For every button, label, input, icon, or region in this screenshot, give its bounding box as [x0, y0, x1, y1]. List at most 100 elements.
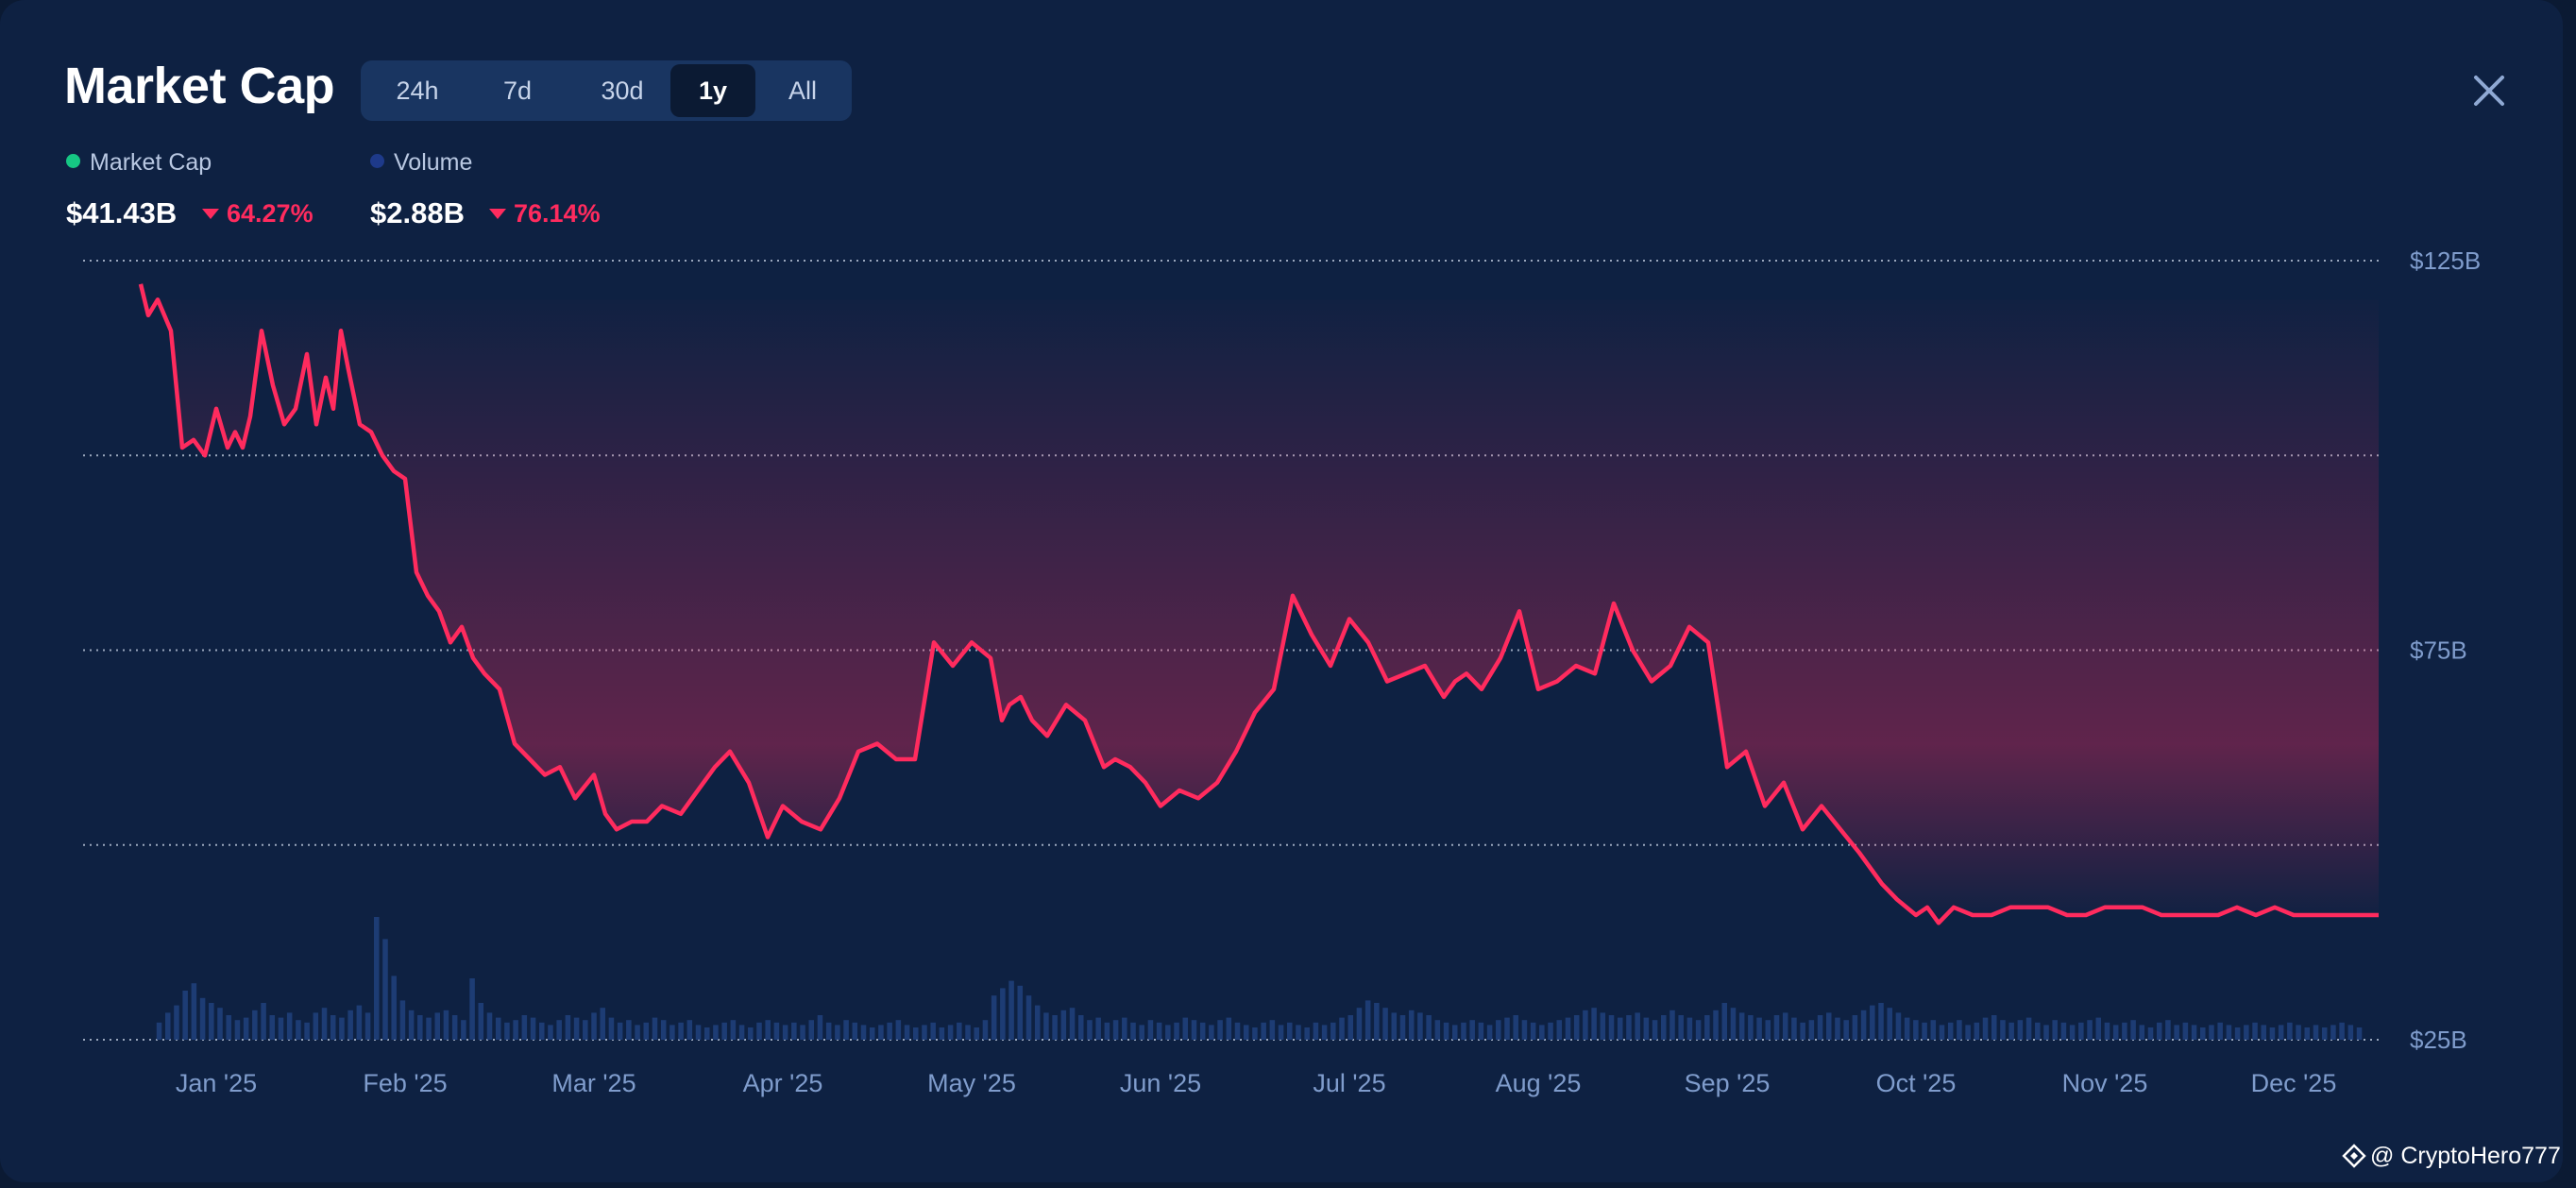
volume-bar	[869, 1027, 875, 1040]
close-icon[interactable]	[2470, 72, 2508, 110]
volume-bar	[1451, 1025, 1458, 1040]
volume-bar	[1930, 1020, 1937, 1040]
volume-bar	[469, 978, 475, 1040]
x-tick-label: Sep '25	[1685, 1069, 1771, 1097]
volume-bar	[930, 1022, 936, 1040]
volume-bar	[669, 1025, 675, 1040]
volume-bar	[991, 995, 997, 1040]
market-cap-area	[141, 283, 2379, 924]
volume-bar	[1904, 1017, 1910, 1040]
volume-value: $2.88B	[370, 196, 465, 229]
volume-bar	[1583, 1010, 1588, 1040]
volume-bar	[756, 1022, 762, 1040]
volume-bar	[1686, 1017, 1693, 1040]
tab-all[interactable]: All	[788, 76, 817, 105]
volume-bar	[548, 1025, 553, 1040]
tab-30d[interactable]: 30d	[601, 76, 644, 105]
volume-bar	[1296, 1025, 1301, 1040]
volume-bar	[261, 1003, 266, 1040]
volume-bar	[2078, 1022, 2084, 1040]
legend-volume[interactable]: Volume	[370, 149, 472, 177]
volume-bar	[765, 1020, 771, 1040]
y-tick-label: $25B	[2410, 1026, 2467, 1054]
market-cap-dot-icon	[66, 154, 80, 168]
volume-bar	[974, 1027, 979, 1040]
volume-bar	[643, 1022, 650, 1040]
volume-bar	[2069, 1025, 2076, 1040]
volume-bar	[1913, 1020, 1919, 1040]
x-tick-label: Nov '25	[2062, 1069, 2148, 1097]
volume-bar	[1052, 1015, 1058, 1040]
volume-bar	[895, 1020, 902, 1040]
page-title: Market Cap	[64, 58, 335, 114]
volume-bar	[1860, 1010, 1867, 1040]
volume-bar	[330, 1015, 336, 1040]
watermark-handle: @ CryptoHero777	[2370, 1143, 2561, 1169]
legend-market-cap[interactable]: Market Cap	[66, 149, 212, 177]
volume-bar	[513, 1020, 518, 1040]
volume-bar	[1556, 1020, 1563, 1040]
volume-bar	[321, 1008, 328, 1040]
volume-bar	[1191, 1020, 1197, 1040]
volume-bar	[1756, 1017, 1762, 1040]
market-cap-value: $41.43B	[66, 196, 178, 229]
tab-7d[interactable]: 7d	[502, 76, 533, 105]
volume-bar	[1017, 985, 1024, 1040]
volume-bar	[1748, 1015, 1754, 1040]
x-tick-label: May '25	[927, 1069, 1016, 1097]
volume-bar	[1678, 1015, 1684, 1040]
volume-bar	[703, 1027, 710, 1040]
volume-bar	[1782, 1012, 1788, 1040]
x-tick-label: Feb '25	[363, 1069, 447, 1097]
tab-24h[interactable]: 24h	[396, 76, 439, 105]
volume-bar	[1330, 1022, 1336, 1040]
tab-1y[interactable]: 1y	[670, 64, 755, 117]
volume-bar	[556, 1020, 562, 1040]
volume-bar	[1870, 1005, 1875, 1040]
legend-volume-label: Volume	[394, 149, 473, 176]
volume-bar	[2191, 1025, 2197, 1040]
volume-bar	[1713, 1010, 1719, 1040]
volume-bar	[2174, 1025, 2179, 1040]
volume-bar	[1252, 1027, 1258, 1040]
volume-bar	[1513, 1015, 1518, 1040]
volume-bar	[1669, 1010, 1675, 1040]
volume-bar	[1199, 1022, 1206, 1040]
volume-bar	[600, 1008, 605, 1040]
volume-bar	[800, 1025, 805, 1040]
volume-bar	[443, 1010, 449, 1040]
volume-bar	[1313, 1022, 1319, 1040]
volume-bar	[2209, 1025, 2214, 1040]
volume-bar	[791, 1022, 797, 1040]
volume-bar	[617, 1022, 623, 1040]
volume-bar	[530, 1017, 536, 1040]
volume-bar	[1382, 1008, 1388, 1040]
volume-bar	[1922, 1022, 1927, 1040]
volume-bar	[391, 976, 397, 1040]
volume-bar	[1112, 1020, 1119, 1040]
volume-bar	[2313, 1025, 2319, 1040]
volume-bar	[2244, 1025, 2249, 1040]
volume-bar	[461, 1020, 466, 1040]
volume-bar	[721, 1022, 727, 1040]
volume-bars	[156, 917, 2363, 1040]
volume-bar	[2122, 1022, 2127, 1040]
volume-bar	[1825, 1012, 1832, 1040]
volume-bar	[887, 1022, 892, 1040]
volume-bar	[2321, 1027, 2328, 1040]
volume-bar	[817, 1015, 823, 1040]
volume-bar	[583, 1020, 588, 1040]
volume-bar	[164, 1012, 171, 1040]
volume-bar	[2139, 1025, 2145, 1040]
volume-bar	[1530, 1022, 1536, 1040]
volume-bar	[1626, 1015, 1632, 1040]
volume-bar	[1652, 1020, 1658, 1040]
volume-bar	[1591, 1008, 1597, 1040]
volume-bar	[2035, 1022, 2041, 1040]
volume-bar	[1077, 1015, 1084, 1040]
volume-dot-icon	[370, 154, 384, 168]
volume-bar	[174, 1005, 179, 1040]
volume-bar	[2296, 1025, 2301, 1040]
volume-bar	[748, 1027, 754, 1040]
x-tick-label: Dec '25	[2251, 1069, 2337, 1097]
